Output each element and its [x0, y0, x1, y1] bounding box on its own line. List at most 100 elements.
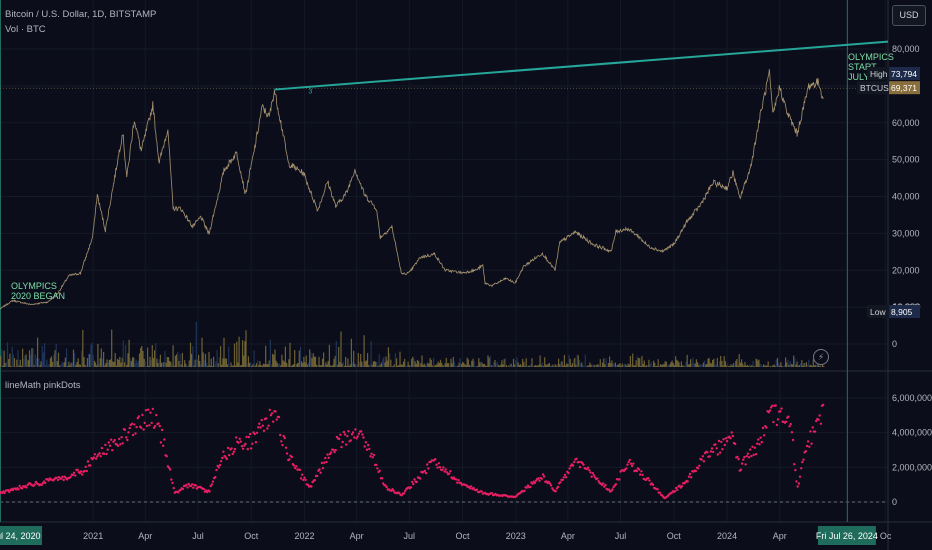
pink-dot: [791, 438, 795, 442]
volume-bar: [25, 354, 27, 367]
volume-bar: [33, 365, 35, 367]
pink-dot: [219, 460, 223, 463]
volume-bar: [820, 365, 823, 367]
volume-bar: [402, 361, 405, 367]
volume-bar: [534, 365, 537, 367]
volume-bar: [603, 358, 605, 367]
pink-dot: [106, 448, 109, 451]
volume-bar: [750, 365, 752, 367]
time-axis[interactable]: Jul 24, 2020 2021 Apr Jul Oct 2022 Apr Jul Oct 20…: [0, 526, 892, 545]
pink-dot: [277, 415, 281, 419]
indicator-label[interactable]: lineMath pinkDots: [5, 380, 81, 391]
lightning-icon[interactable]: ⚡: [813, 349, 829, 365]
volume-bar: [736, 359, 738, 367]
symbol-title[interactable]: Bitcoin / U.S. Dollar, 1D, BITSTAMP: [5, 9, 157, 20]
volume-bar: [509, 364, 511, 367]
volume-bar: [343, 365, 346, 367]
pink-dot: [718, 451, 722, 454]
volume-bar: [283, 361, 285, 367]
volume-bar: [641, 355, 643, 367]
volume-bar: [3, 350, 5, 367]
pink-dot: [281, 443, 284, 447]
volume-bar: [32, 348, 34, 367]
volume-bar: [408, 365, 410, 367]
pink-dot: [275, 418, 278, 421]
pink-dot: [140, 426, 143, 429]
volume-bar: [693, 363, 695, 367]
volume-bar: [291, 365, 293, 367]
volume-bar: [695, 359, 697, 367]
trendline-group[interactable]: 3: [274, 40, 889, 96]
volume-bar: [771, 365, 773, 367]
currency-button[interactable]: USD: [892, 5, 926, 26]
volume-bar: [157, 363, 159, 367]
volume-bar: [327, 360, 329, 367]
volume-indicator-label[interactable]: Vol · BTC: [5, 24, 46, 35]
pink-dot: [765, 426, 768, 429]
pink-dot: [779, 410, 782, 413]
volume-bar: [807, 364, 809, 367]
pink-dot: [720, 440, 723, 444]
volume-bar: [659, 364, 662, 367]
volume-bar: [545, 364, 547, 367]
volume-bar: [338, 346, 340, 367]
time-tick-label: Apr: [561, 531, 575, 541]
volume-bar: [266, 363, 268, 367]
pink-dot: [294, 466, 297, 470]
pink-dot: [449, 470, 452, 473]
pink-dot: [339, 433, 342, 436]
pink-dot: [280, 440, 283, 443]
volume-bar: [582, 365, 584, 367]
pink-dot: [806, 440, 810, 443]
volume-bar: [592, 364, 594, 367]
volume-bar: [650, 362, 652, 367]
volume-bar: [639, 358, 641, 367]
volume-bar: [237, 362, 239, 367]
volume-bar: [450, 358, 452, 367]
pink-dot: [245, 435, 248, 439]
pink-dot: [385, 485, 388, 489]
volume-bar: [522, 358, 524, 367]
volume-bar: [252, 364, 254, 367]
volume-bar: [264, 364, 266, 367]
volume-bar: [466, 357, 468, 367]
volume-bar: [518, 365, 520, 367]
volume-bar: [154, 350, 156, 367]
pink-dot: [635, 469, 638, 473]
volume-bar: [713, 358, 715, 367]
indicator-axis[interactable]: 0 2,000,000 4,000,000 6,000,000: [892, 393, 932, 507]
pink-dot: [686, 480, 689, 483]
volume-bar: [277, 363, 280, 367]
volume-bar: [463, 362, 465, 367]
volume-bar: [487, 355, 489, 367]
volume-bar: [180, 364, 182, 367]
pink-dot: [588, 469, 591, 472]
pink-dot: [244, 442, 247, 446]
volume-bar: [657, 359, 659, 367]
pink-dot: [444, 468, 447, 471]
volume-bar: [644, 365, 647, 367]
volume-bar: [560, 361, 562, 367]
volume-bar: [474, 365, 476, 367]
pink-dot: [817, 418, 820, 421]
pink-dot: [251, 442, 254, 445]
pink-dot: [241, 447, 245, 450]
pink-dot: [769, 406, 773, 409]
volume-bar: [4, 363, 6, 367]
volume-bar: [230, 362, 232, 367]
pink-dot: [153, 425, 157, 428]
volume-bar: [60, 364, 62, 367]
volume-bar: [15, 365, 17, 367]
pink-dot: [270, 412, 274, 415]
pink-dot: [71, 473, 75, 477]
volume-bar: [445, 358, 447, 367]
pink-dot: [628, 458, 631, 462]
volume-bar: [324, 364, 326, 367]
pink-dot: [700, 458, 703, 461]
time-tick-label: Oc: [880, 531, 892, 541]
pink-dot: [746, 452, 750, 455]
volume-bar: [768, 365, 770, 367]
volume-bar: [818, 365, 820, 367]
pink-dot: [641, 473, 644, 477]
volume-bar: [355, 365, 357, 367]
